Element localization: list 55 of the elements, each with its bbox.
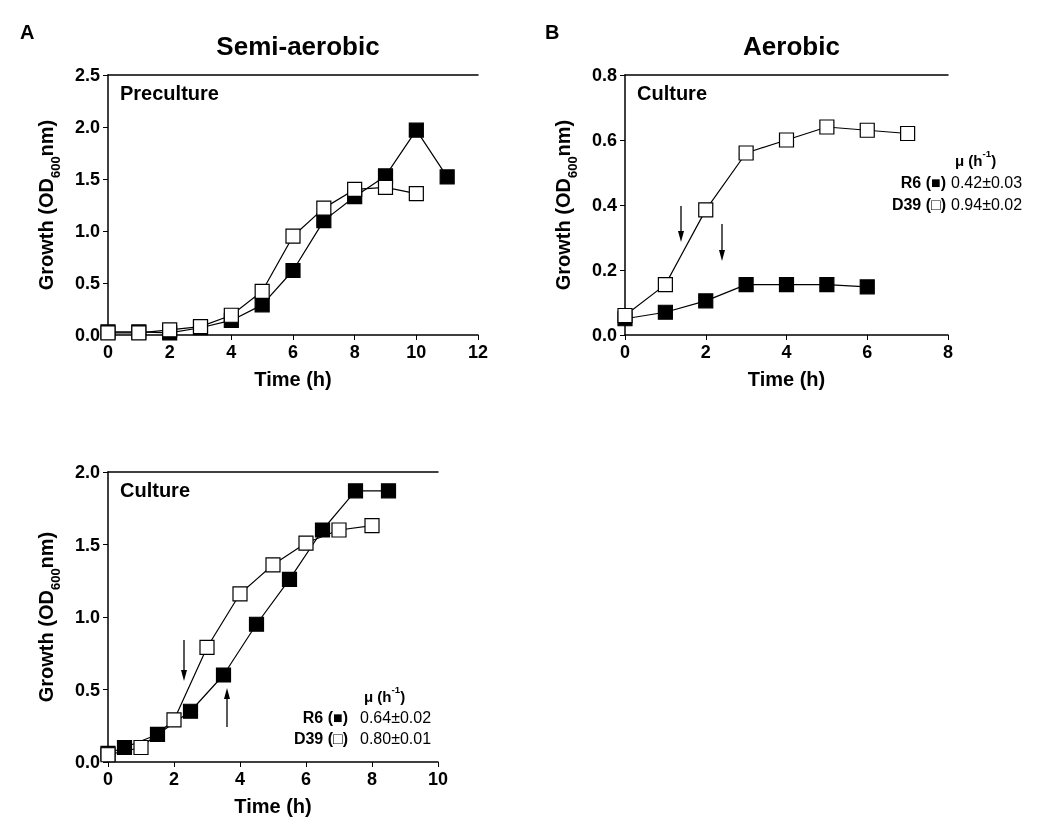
x-tick-label: 8	[942, 342, 954, 362]
annotation: R6 (■)	[302, 708, 348, 726]
x-tick-label: 4	[781, 342, 792, 362]
y-tick-label: 2.5	[74, 65, 100, 85]
y-tick-label: 0.0	[74, 325, 100, 345]
x-tick-label: 2	[168, 769, 180, 789]
x-tick-label: 2	[164, 342, 175, 362]
y-tick-label: 0.8	[591, 65, 617, 85]
chart-title: Semi-aerobic	[216, 31, 380, 61]
y-tick-label: 0.2	[591, 260, 617, 280]
y-tick-label: 2.0	[74, 462, 100, 482]
chart-title: Aerobic	[743, 31, 840, 61]
y-tick-label: 1.5	[74, 534, 100, 555]
x-axis-title: Time (h)	[747, 368, 826, 390]
y-tick-label: 0.4	[591, 195, 617, 215]
annotation: 0.80±0.01	[360, 729, 432, 747]
annotation: D39 (□)	[891, 195, 946, 213]
y-tick-label: 0.5	[74, 679, 100, 700]
y-tick-label: 0.0	[591, 325, 617, 345]
x-tick-label: 4	[234, 769, 246, 789]
x-axis-title: Time (h)	[234, 795, 312, 817]
x-tick-label: 10	[406, 342, 427, 362]
x-tick-label: 8	[366, 769, 378, 789]
y-axis-title: Growth (OD600nm)	[35, 119, 63, 291]
y-tick-label: 0.0	[74, 752, 100, 772]
x-tick-label: 12	[467, 342, 489, 362]
y-tick-label: 1.0	[74, 607, 100, 627]
x-axis-title: Time (h)	[254, 368, 332, 390]
x-tick-label: 0	[102, 769, 114, 789]
y-axis-title: Growth (OD600nm)	[552, 119, 580, 291]
x-tick-label: 2	[700, 342, 711, 362]
chart-subtitle: Preculture	[120, 82, 219, 104]
x-tick-label: 0	[619, 342, 631, 362]
x-tick-label: 4	[226, 342, 237, 362]
y-tick-label: 2.0	[74, 117, 100, 137]
y-tick-label: 1.0	[74, 221, 100, 241]
annotation: D39 (□)	[293, 729, 348, 747]
text: B	[545, 21, 560, 43]
x-tick-label: 8	[349, 342, 360, 362]
text: 0.42±0.03	[951, 173, 1023, 191]
text: A	[20, 21, 35, 43]
chart-subtitle: Culture	[120, 479, 190, 501]
x-tick-label: 10	[427, 769, 449, 789]
x-tick-label: 6	[300, 769, 312, 789]
y-tick-label: 0.6	[591, 130, 617, 150]
x-tick-label: 6	[862, 342, 873, 362]
chart-subtitle: Culture	[637, 82, 707, 104]
text: 0.94±0.02	[951, 195, 1023, 213]
y-tick-label: 1.5	[74, 169, 100, 189]
x-tick-label: 6	[287, 342, 299, 362]
annotation: R6 (■)	[900, 173, 946, 191]
x-tick-label: 0	[102, 342, 114, 362]
annotation: 0.64±0.02	[360, 708, 432, 726]
y-axis-title: Growth (OD600nm)	[35, 531, 63, 703]
y-tick-label: 0.5	[74, 273, 100, 293]
